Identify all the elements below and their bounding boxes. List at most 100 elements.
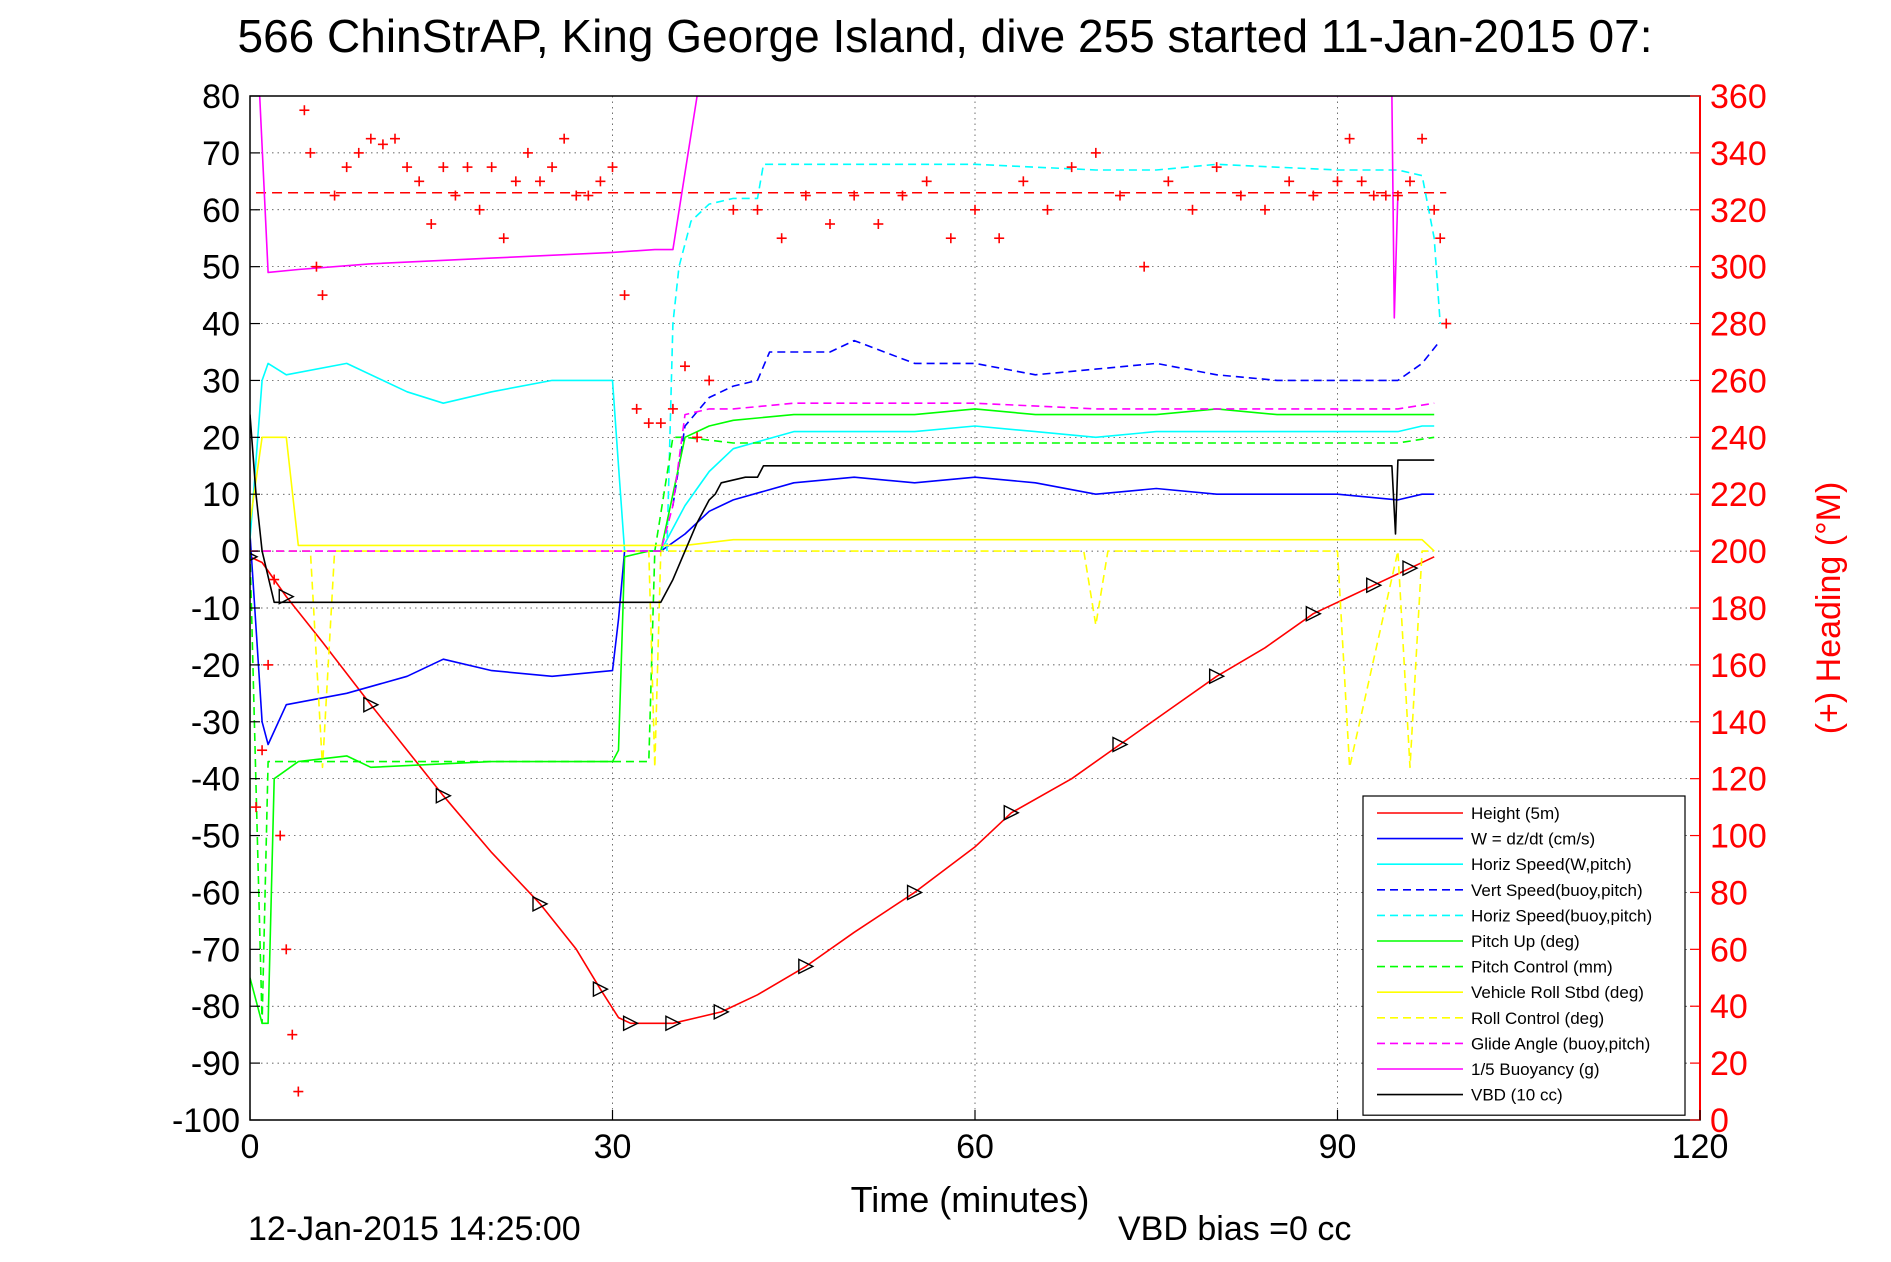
height-marker <box>278 588 295 605</box>
height-marker <box>363 696 380 713</box>
series-line-3 <box>672 339 1441 506</box>
legend-label-5: Pitch Up (deg) <box>1471 932 1580 951</box>
heading-point <box>263 659 274 670</box>
y2-tick-label: 200 <box>1710 533 1767 571</box>
y2-tick-label: 80 <box>1710 874 1748 912</box>
heading-point <box>498 233 509 244</box>
legend-label-9: Glide Angle (buoy,pitch) <box>1471 1034 1650 1053</box>
y-tick-label: 50 <box>202 249 240 287</box>
legend-label-4: Horiz Speed(buoy,pitch) <box>1471 906 1652 925</box>
legend-label-3: Vert Speed(buoy,pitch) <box>1471 881 1643 900</box>
heading-point <box>1405 176 1415 187</box>
heading-point <box>643 418 654 429</box>
heading-point <box>571 190 582 201</box>
x-tick-label: 120 <box>1672 1128 1729 1166</box>
y2-tick-label: 240 <box>1710 419 1767 457</box>
y2-tick-label: 280 <box>1710 306 1767 344</box>
y2-tick-label: 340 <box>1710 135 1767 173</box>
heading-point <box>607 162 618 173</box>
heading-point <box>1344 133 1355 144</box>
heading-point <box>1018 176 1029 187</box>
heading-point <box>1260 204 1270 215</box>
height-marker <box>1402 560 1419 577</box>
x-tick-label: 90 <box>1319 1128 1357 1166</box>
legend-label-7: Vehicle Roll Stbd (deg) <box>1471 983 1644 1002</box>
legend: Height (5m) W = dz/dt (cm/s) Horiz Speed(W… <box>1362 795 1686 1116</box>
y2-tick-label: 0 <box>1710 1102 1729 1140</box>
heading-point <box>619 290 630 301</box>
footer-vbd-bias: VBD bias =0 cc <box>1118 1210 1351 1248</box>
y-tick-label: 30 <box>202 362 240 400</box>
series-line-7 <box>250 436 1435 552</box>
heading-point <box>800 190 811 201</box>
x-axis-label: Time (minutes) <box>851 1179 1090 1220</box>
heading-point <box>438 162 449 173</box>
heading-point <box>275 830 286 841</box>
heading-point <box>1380 190 1391 201</box>
heading-point <box>1429 204 1440 215</box>
series-line-0 <box>250 556 1435 1025</box>
series-line-5 <box>250 408 1435 1025</box>
heading-point <box>329 190 340 201</box>
heading-point <box>281 944 292 955</box>
heading-point <box>426 219 437 229</box>
y-tick-label: -100 <box>172 1102 240 1140</box>
heading-point <box>311 261 322 272</box>
height-marker <box>435 787 452 804</box>
heading-point <box>595 176 606 187</box>
heading-point <box>631 403 642 414</box>
legend-label-2: Horiz Speed(W,pitch) <box>1471 855 1632 874</box>
y-tick-label: 0 <box>221 533 240 571</box>
heading-point <box>486 162 497 173</box>
heading-point <box>1235 190 1246 201</box>
heading-point <box>293 1086 304 1097</box>
y2-tick-label: 260 <box>1710 362 1767 400</box>
heading-point <box>341 162 352 173</box>
height-marker <box>622 1015 640 1032</box>
y2-tick-label: 360 <box>1710 78 1767 116</box>
heading-point <box>945 233 956 244</box>
height-marker <box>798 958 815 975</box>
right-axis: 0 20 40 60 80 100 120 140 160 180 200 220 240 260 280 3… <box>1690 78 1767 1140</box>
y2-tick-label: 220 <box>1710 476 1767 514</box>
heading-point <box>510 176 521 187</box>
chart-title: 566 ChinStrAP, King George Island, dive … <box>238 10 1653 62</box>
height-marker <box>665 1015 682 1032</box>
height-marker <box>532 895 549 912</box>
height-marker <box>906 884 924 901</box>
legend-label-0: Height (5m) <box>1471 804 1560 823</box>
heading-point <box>752 204 763 215</box>
legend-label-6: Pitch Control (mm) <box>1471 958 1613 977</box>
x-tick-label: 0 <box>241 1128 260 1166</box>
heading-point <box>849 190 860 201</box>
legend-label-10: 1/5 Buoyancy (g) <box>1471 1060 1600 1079</box>
heading-point <box>1187 204 1198 215</box>
y-tick-label: -50 <box>191 818 240 856</box>
heading-point <box>414 176 425 187</box>
height-marker <box>1305 605 1322 622</box>
legend-label-1: W = dz/dt (cm/s) <box>1471 830 1595 849</box>
y2-tick-label: 60 <box>1710 931 1748 969</box>
height-marker <box>1112 736 1129 753</box>
heading-point <box>317 290 328 301</box>
heading-point <box>1435 233 1446 244</box>
heading-point <box>994 233 1005 244</box>
y2-tick-label: 100 <box>1710 818 1767 856</box>
y-tick-label: -90 <box>191 1045 240 1083</box>
heading-point <box>1284 176 1295 187</box>
heading-point <box>1368 190 1379 201</box>
heading-point <box>353 147 364 158</box>
heading-point <box>776 233 787 244</box>
heading-point <box>583 190 594 201</box>
heading-point <box>547 162 558 173</box>
heading-point <box>402 162 413 173</box>
heading-point <box>667 403 678 414</box>
heading-point <box>1441 318 1452 329</box>
heading-point <box>522 147 533 158</box>
y-tick-label: -40 <box>191 761 240 799</box>
height-marker <box>592 981 609 998</box>
heading-point <box>825 219 835 229</box>
heading-point <box>704 375 715 386</box>
heading-point <box>692 432 703 443</box>
y2-tick-label: 300 <box>1710 249 1767 287</box>
